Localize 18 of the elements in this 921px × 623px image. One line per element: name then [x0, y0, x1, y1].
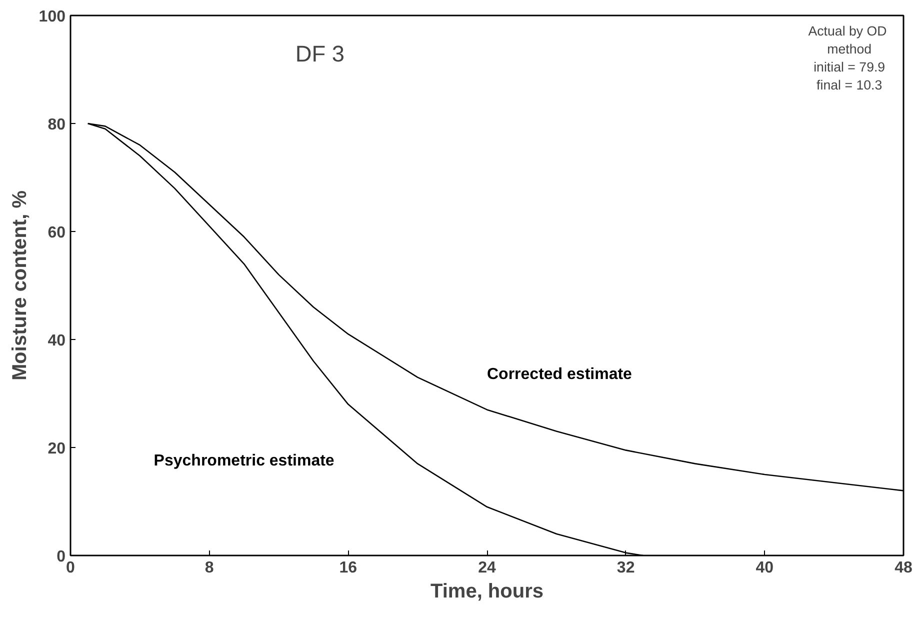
- y-axis-title: Moisture content, %: [8, 190, 31, 381]
- x-tick-label: 16: [339, 560, 358, 576]
- x-tick-label: 48: [894, 560, 912, 576]
- x-tick-label: 40: [756, 560, 774, 576]
- x-tick-label: 32: [616, 560, 635, 576]
- x-tick-label: 8: [204, 560, 214, 576]
- y-tick-label: 100: [38, 8, 66, 26]
- y-tick-label: 80: [48, 116, 66, 134]
- y-tick-label: 40: [48, 332, 66, 350]
- series-label: Corrected estimate: [487, 366, 632, 384]
- x-tick-label: 24: [478, 560, 496, 576]
- y-tick-label: 20: [48, 440, 66, 458]
- y-tick-label: 0: [56, 548, 66, 566]
- annotation: DF 3: [295, 40, 345, 66]
- x-axis-title: Time, hours: [430, 580, 544, 602]
- y-tick-label: 60: [48, 224, 66, 242]
- annotation: Actual by OD method initial = 79.9 final = 10.3: [808, 24, 887, 93]
- text: Psychrometric estimate: [154, 452, 334, 470]
